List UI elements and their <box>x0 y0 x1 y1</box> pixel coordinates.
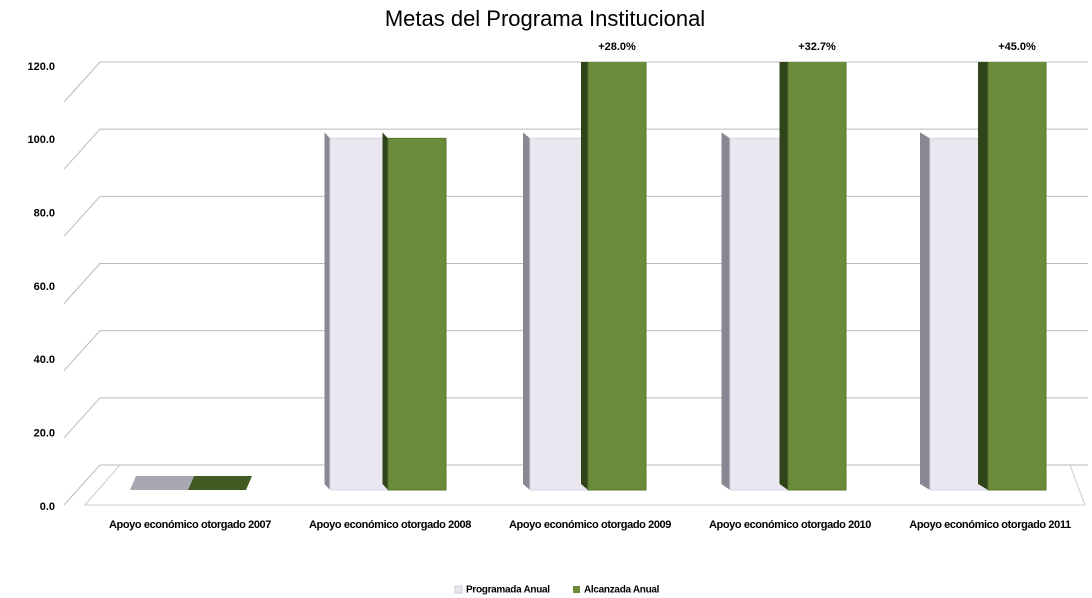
bar-side <box>324 132 330 491</box>
y-tick-label: 40.0 <box>34 354 55 366</box>
y-tick-label: 20.0 <box>34 428 55 440</box>
legend-swatch <box>454 585 463 594</box>
y-tick-label: 80.0 <box>34 208 55 220</box>
x-tick-label: Apoyo económico otorgado 2009 <box>509 519 671 531</box>
annotation: +28.0% <box>598 41 636 53</box>
bar <box>987 62 1047 491</box>
legend-label: Alcanzada Anual <box>584 585 660 596</box>
legend-swatch <box>573 586 580 593</box>
bar <box>329 137 389 491</box>
bar <box>729 137 789 491</box>
legend-label: Programada Anual <box>466 585 550 596</box>
x-tick-label: Apoyo económico otorgado 2010 <box>709 519 871 531</box>
x-tick-label: Apoyo económico otorgado 2008 <box>309 519 471 531</box>
bar <box>587 62 647 491</box>
x-tick-label: Apoyo económico otorgado 2007 <box>109 519 271 531</box>
bar-side <box>978 62 988 490</box>
bar-side <box>523 132 530 491</box>
bar <box>529 137 589 491</box>
grid-line <box>63 128 1088 170</box>
y-tick-label: 0.0 <box>40 501 55 513</box>
bar <box>188 476 252 490</box>
bar <box>787 62 847 491</box>
y-tick-label: 60.0 <box>34 281 55 293</box>
bars <box>130 62 1047 491</box>
y-tick-label: 120.0 <box>27 61 55 73</box>
bar <box>130 476 194 490</box>
bar-side <box>581 62 588 490</box>
bar-side <box>382 132 388 491</box>
y-tick-label: 100.0 <box>27 134 55 146</box>
bar-side <box>721 132 730 491</box>
grid-line <box>63 61 1088 103</box>
chart-title: Metas del Programa Institucional <box>385 6 705 31</box>
bar <box>387 137 447 491</box>
x-tick-label: Apoyo económico otorgado 2011 <box>909 519 1071 531</box>
bar-side <box>779 62 788 490</box>
annotation: +45.0% <box>998 41 1036 53</box>
annotation: +32.7% <box>798 41 836 53</box>
bar-side <box>920 132 930 491</box>
